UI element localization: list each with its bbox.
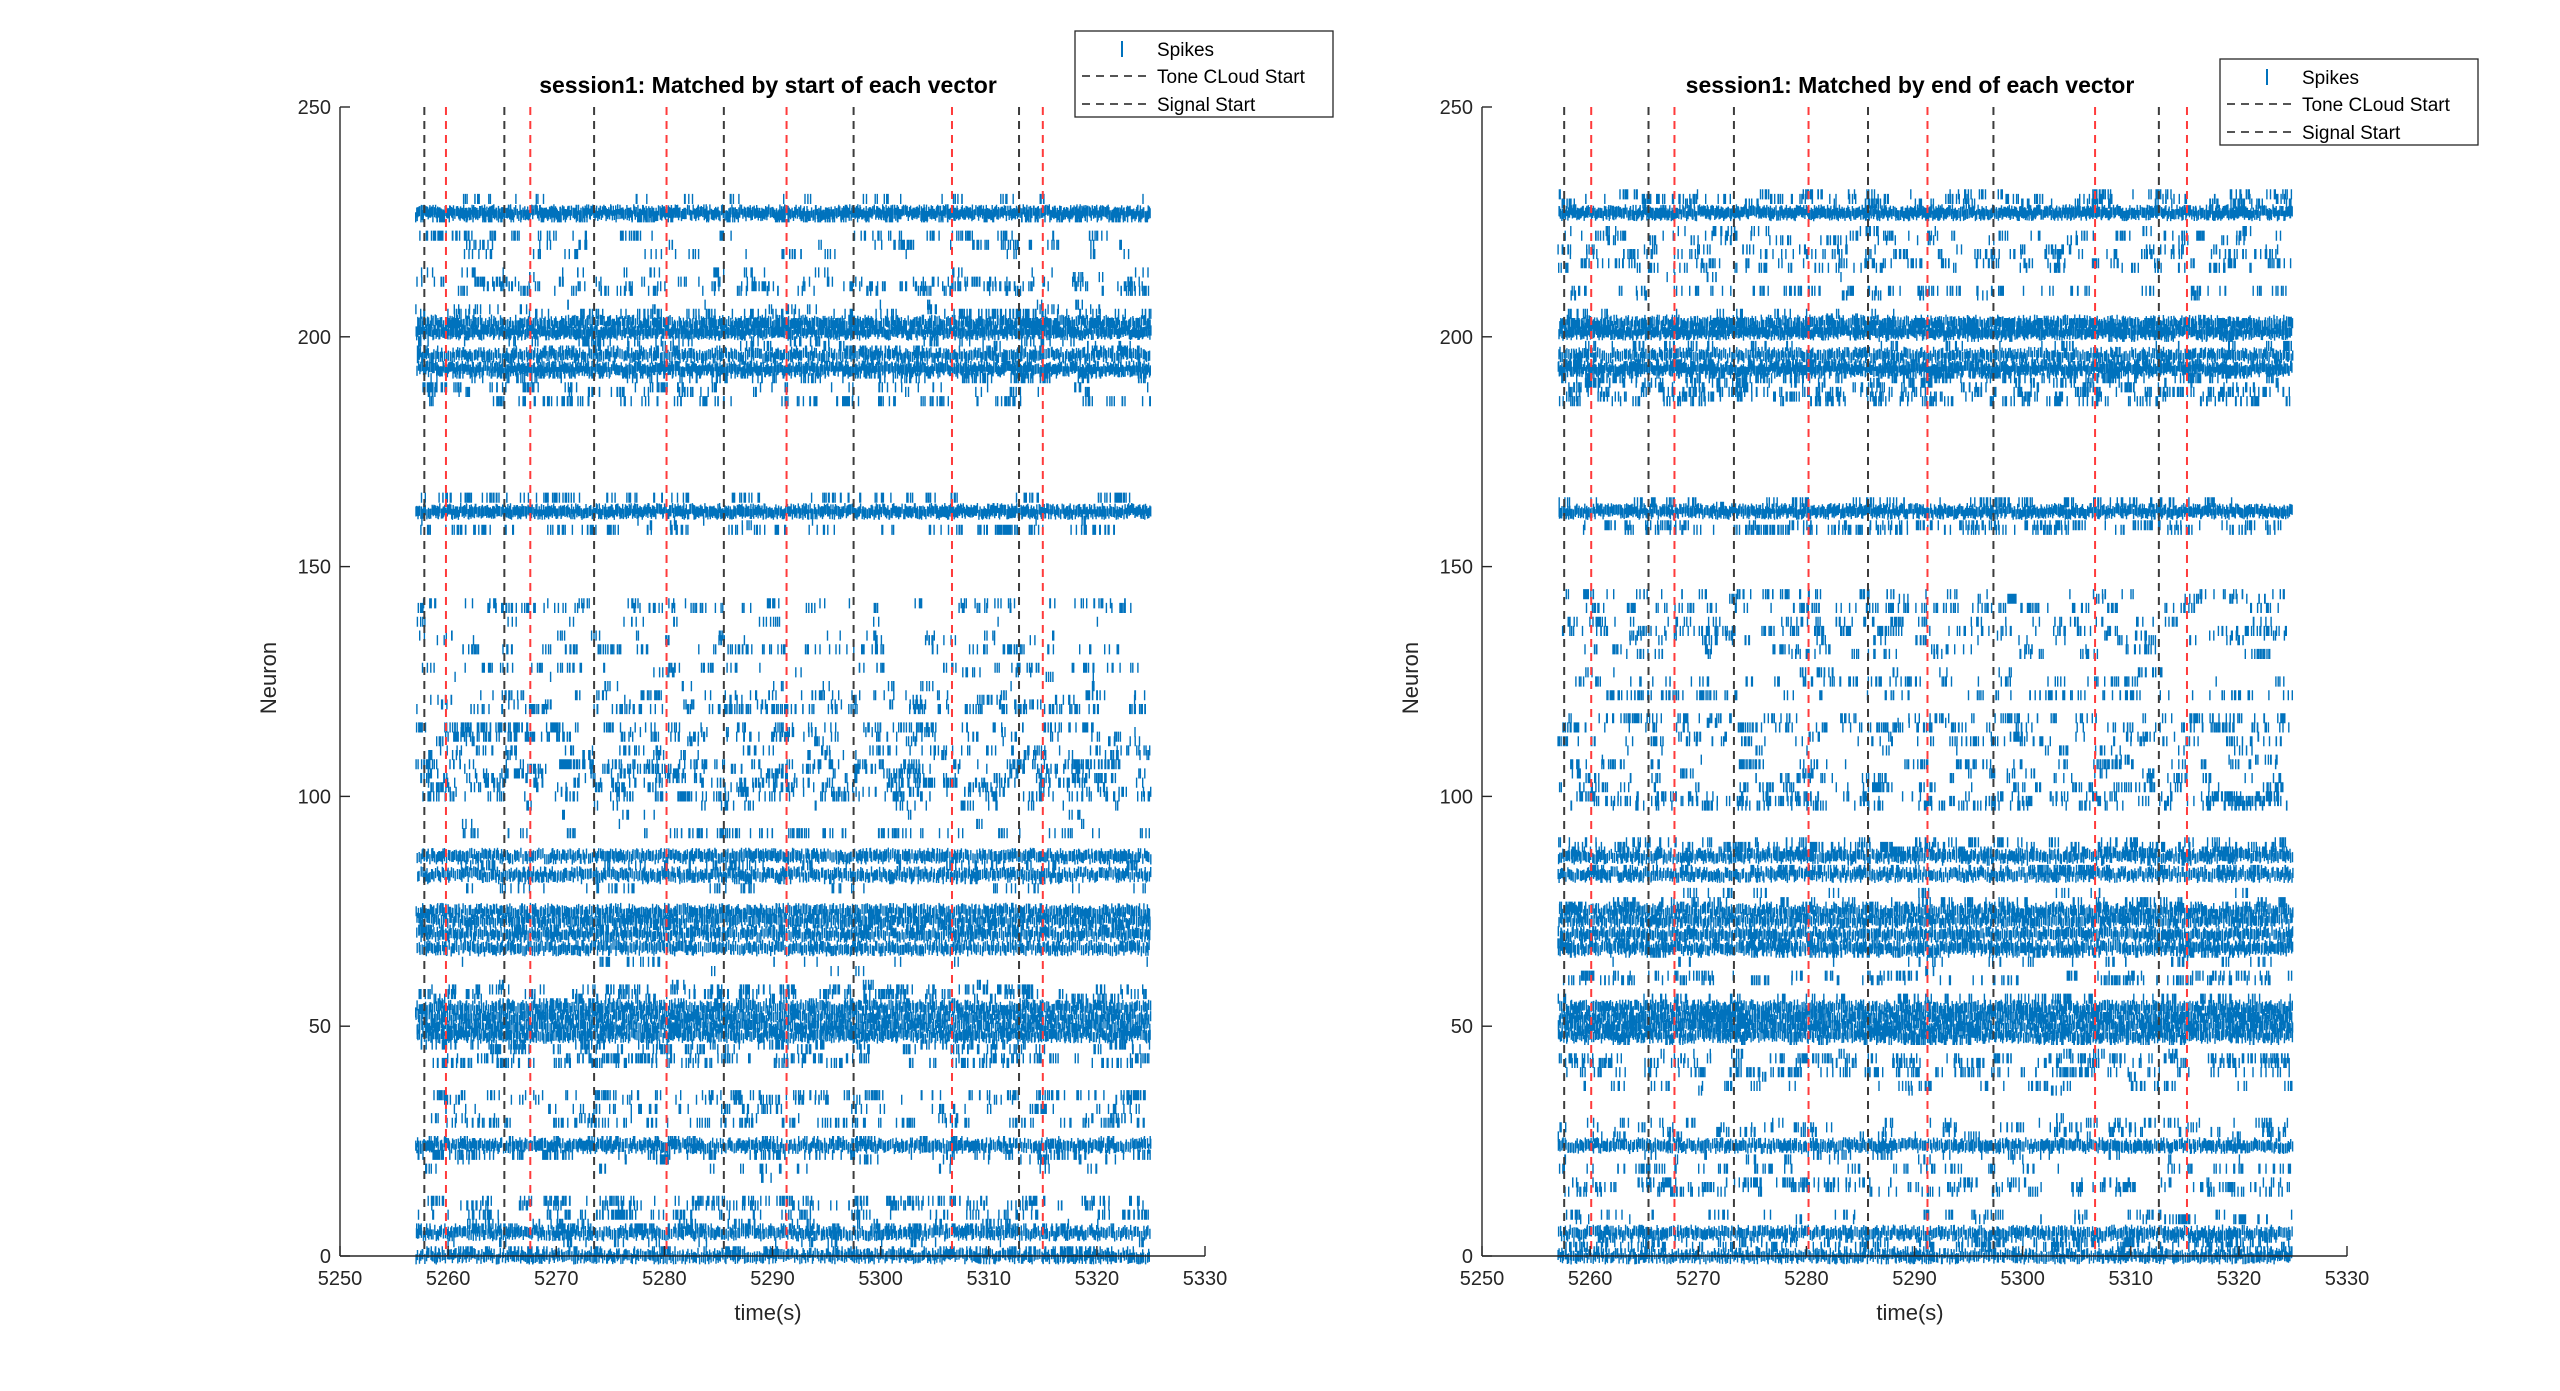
x-tick-label: 5270	[1676, 1268, 1721, 1290]
right-x-axis-label: time(s)	[1876, 1300, 1943, 1325]
y-tick-label: 150	[1440, 557, 1473, 579]
x-tick-label: 5300	[2000, 1268, 2045, 1290]
spike-raster-marks	[415, 193, 1152, 1265]
y-tick-label: 50	[1451, 1016, 1473, 1038]
y-tick-label: 0	[320, 1246, 331, 1268]
left-chart-title: session1: Matched by start of each vecto…	[539, 72, 997, 98]
y-tick-label: 150	[298, 557, 331, 579]
x-tick-label: 5270	[534, 1268, 579, 1290]
right-legend-tone-cloud-start: Tone CLoud Start	[2302, 95, 2451, 116]
y-tick-label: 250	[1440, 97, 1473, 119]
left-x-axis-label: time(s)	[734, 1300, 801, 1325]
y-tick-label: 250	[298, 97, 331, 119]
left-legend-signal-start: Signal Start	[1157, 95, 1256, 116]
x-tick-label: 5280	[642, 1268, 687, 1290]
x-tick-label: 5330	[1183, 1268, 1228, 1290]
x-tick-label: 5300	[858, 1268, 903, 1290]
x-tick-label: 5260	[1568, 1268, 1613, 1290]
x-tick-label: 5330	[2325, 1268, 2370, 1290]
right-legend-box	[2219, 58, 2479, 146]
right-chart-title: session1: Matched by end of each vector	[1686, 72, 2135, 98]
right-legend-spikes: Spikes	[2302, 68, 2359, 89]
x-tick-label: 5320	[1075, 1268, 1120, 1290]
x-tick-label: 5290	[750, 1268, 795, 1290]
left-legend-box	[1074, 30, 1334, 118]
x-tick-label: 5250	[1460, 1268, 1505, 1290]
x-tick-label: 5260	[426, 1268, 471, 1290]
x-tick-label: 5310	[2109, 1268, 2154, 1290]
right-event-lines	[1563, 107, 2188, 1256]
right-legend: Spikes Tone CLoud Start Signal Start	[2219, 58, 2479, 146]
left-legend: Spikes Tone CLoud Start Signal Start	[1074, 30, 1334, 118]
left-event-lines	[423, 107, 1044, 1256]
right-spike-raster	[1557, 189, 2294, 1265]
x-tick-label: 5290	[1892, 1268, 1937, 1290]
right-y-axis-label: Neuron	[1398, 642, 1423, 714]
left-legend-tone-cloud-start: Tone CLoud Start	[1157, 67, 1306, 88]
right-raster-panel: 5250 5260 5270 5280 5290 5300 5310 5320 5330 0 50 1…	[1398, 58, 2479, 1325]
left-spike-raster	[415, 193, 1152, 1265]
x-tick-label: 5310	[967, 1268, 1012, 1290]
x-tick-label: 5320	[2217, 1268, 2262, 1290]
y-tick-label: 0	[1462, 1246, 1473, 1268]
y-tick-label: 200	[1440, 327, 1473, 349]
right-legend-signal-start: Signal Start	[2302, 123, 2401, 144]
left-legend-spikes: Spikes	[1157, 40, 1214, 61]
y-tick-label: 200	[298, 327, 331, 349]
spike-raster-marks	[1557, 189, 2294, 1265]
left-raster-panel: 5250 5260 5270 5280 5290 5300 5310 5320 5330 0 50 1…	[256, 30, 1334, 1325]
y-tick-label: 100	[298, 786, 331, 808]
y-tick-label: 100	[1440, 786, 1473, 808]
x-tick-label: 5250	[318, 1268, 363, 1290]
x-tick-label: 5280	[1784, 1268, 1829, 1290]
left-y-axis-label: Neuron	[256, 642, 281, 714]
y-tick-label: 50	[309, 1016, 331, 1038]
right-axes: 5250 5260 5270 5280 5290 5300 5310 5320 5330 0 50 1…	[1440, 97, 2370, 1290]
left-axes: 5250 5260 5270 5280 5290 5300 5310 5320 5330 0 50 1…	[298, 97, 1228, 1290]
